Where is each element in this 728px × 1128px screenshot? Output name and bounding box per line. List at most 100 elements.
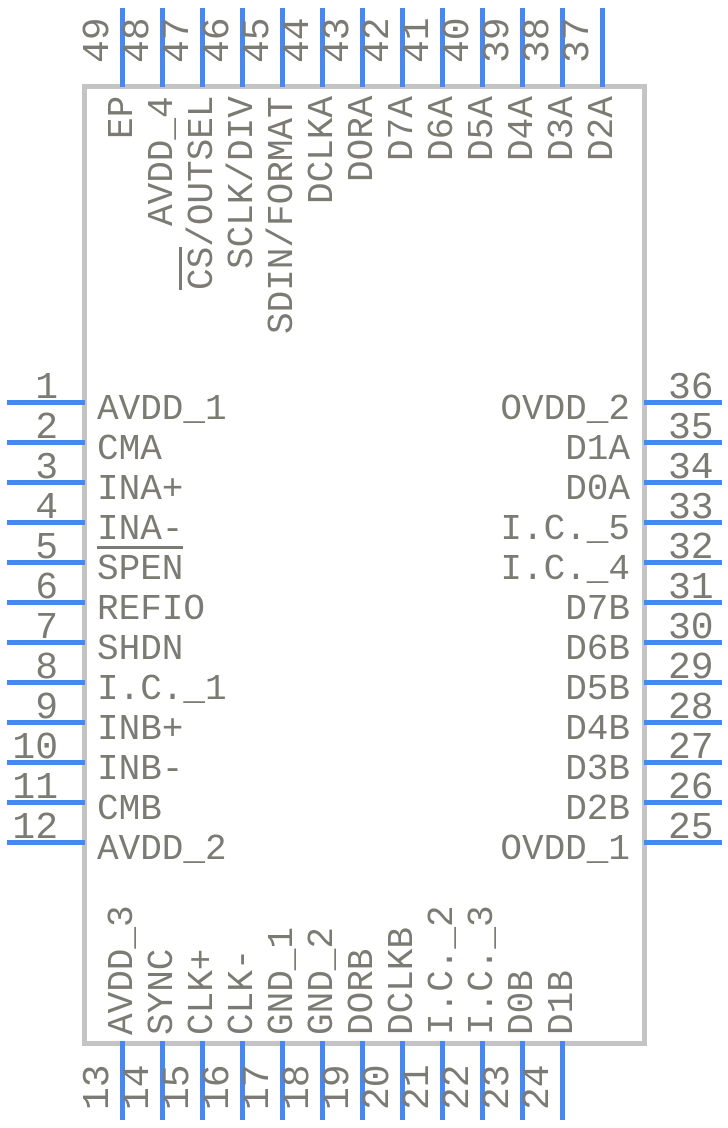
pin-28-label: D4B xyxy=(565,709,630,750)
ic-body-outline xyxy=(82,84,647,1046)
pin-12-label: AVDD_2 xyxy=(97,829,227,870)
pin-43-label: DORA xyxy=(342,96,383,183)
pin-18-label: GND_2 xyxy=(302,926,343,1035)
pin-48-stub xyxy=(160,8,165,87)
pin-29-label: D5B xyxy=(565,669,630,710)
pin-10-stub xyxy=(7,760,85,765)
pin-17-number: 17 xyxy=(237,1064,280,1110)
pin-43-number: 43 xyxy=(317,17,360,63)
pin-5-number: 5 xyxy=(35,527,58,570)
pin-13-stub xyxy=(120,1041,125,1120)
pin-34-label: D0A xyxy=(565,469,630,510)
pin-45-number: 45 xyxy=(237,17,280,63)
pin-32-label: I.C._4 xyxy=(500,549,630,590)
pin-33-label: I.C._5 xyxy=(500,509,630,550)
pin-27-number: 27 xyxy=(668,727,714,770)
pin-11-stub xyxy=(7,800,85,805)
pin-49-stub xyxy=(120,8,125,87)
pin-30-stub xyxy=(644,640,722,645)
pin-33-number: 33 xyxy=(668,487,714,530)
pin-24-stub xyxy=(560,1041,565,1120)
pin-23-number: 23 xyxy=(477,1064,520,1110)
pin-38-number: 38 xyxy=(517,17,560,63)
pin-29-number: 29 xyxy=(668,647,714,690)
pin-11-label: CMB xyxy=(97,789,162,830)
pin-23-label: D0B xyxy=(502,970,543,1035)
pin-14-number: 14 xyxy=(117,1064,160,1110)
pin-39-label: D4A xyxy=(502,96,543,161)
pin-2-stub xyxy=(7,440,85,445)
pin-4-label: INA- xyxy=(97,509,184,550)
pin-46-label: SCLK/DIV xyxy=(222,96,263,269)
pin-44-number: 44 xyxy=(277,17,320,63)
pin-40-number: 40 xyxy=(437,17,480,63)
pin-31-number: 31 xyxy=(668,567,714,610)
pin-8-stub xyxy=(7,680,85,685)
pin-1-label: AVDD_1 xyxy=(97,389,227,430)
pin-3-label: INA+ xyxy=(97,469,184,510)
pin-45-label: SDIN/FORMAT xyxy=(262,96,303,334)
pin-17-label: GND_1 xyxy=(262,926,303,1035)
pin-35-number: 35 xyxy=(668,407,714,450)
pin-19-stub xyxy=(360,1041,365,1120)
pin-8-number: 8 xyxy=(35,647,58,690)
pin-47-label: CS/OUTSEL xyxy=(179,96,223,368)
pin-49-number: 49 xyxy=(77,17,120,63)
pin-12-stub xyxy=(7,840,85,845)
pin-36-number: 36 xyxy=(668,367,714,410)
pin-28-stub xyxy=(644,720,722,725)
pin-36-label: OVDD_2 xyxy=(500,389,630,430)
pin-46-number: 46 xyxy=(197,17,240,63)
pin-13-number: 13 xyxy=(77,1064,120,1110)
pin-6-label: REFIO xyxy=(97,589,206,630)
pin-7-number: 7 xyxy=(35,607,58,650)
pin-42-label: D7A xyxy=(382,96,423,161)
pin-17-stub xyxy=(280,1041,285,1120)
pin-14-label: SYNC xyxy=(142,948,183,1035)
pin-15-number: 15 xyxy=(157,1064,200,1110)
pin-31-stub xyxy=(644,600,722,605)
pin-14-stub xyxy=(160,1041,165,1120)
pin-38-stub xyxy=(560,8,565,87)
pin-9-number: 9 xyxy=(35,687,58,730)
pin-21-stub xyxy=(440,1041,445,1120)
pin-8-label: I.C._1 xyxy=(97,669,227,710)
pin-18-number: 18 xyxy=(277,1064,320,1110)
pin-15-label: CLK+ xyxy=(182,948,223,1035)
pin-18-stub xyxy=(320,1041,325,1120)
pin-22-stub xyxy=(480,1041,485,1120)
pin-6-stub xyxy=(7,600,85,605)
pin-27-label: D3B xyxy=(565,749,630,790)
pin-10-label: INB- xyxy=(97,749,184,790)
pin-41-stub xyxy=(440,8,445,87)
pin-24-number: 24 xyxy=(517,1064,560,1110)
pin-4-stub xyxy=(7,520,85,525)
pin-10-number: 10 xyxy=(12,727,58,770)
pin-32-stub xyxy=(644,560,722,565)
pin-5-label: SPEN xyxy=(97,546,184,591)
pin-38-label: D3A xyxy=(542,96,583,161)
pin-48-label: AVDD_4 xyxy=(142,96,183,226)
pin-9-stub xyxy=(7,720,85,725)
pin-30-label: D6B xyxy=(565,629,630,670)
pin-39-number: 39 xyxy=(477,17,520,63)
pin-6-number: 6 xyxy=(35,567,58,610)
pin-23-stub xyxy=(520,1041,525,1120)
pin-27-stub xyxy=(644,760,722,765)
pin-16-stub xyxy=(240,1041,245,1120)
pin-20-label: DCLKB xyxy=(382,926,423,1035)
pin-16-label: CLK- xyxy=(222,948,263,1035)
pin-37-stub xyxy=(600,8,605,87)
pin-49-label: EP xyxy=(102,96,143,140)
pin-44-stub xyxy=(320,8,325,87)
pin-7-label: SHDN xyxy=(97,629,184,670)
pin-11-number: 11 xyxy=(12,767,58,810)
pin-35-label: D1A xyxy=(565,429,630,470)
pin-37-label: D2A xyxy=(582,96,623,161)
pin-30-number: 30 xyxy=(668,607,714,650)
pin-22-label: I.C._3 xyxy=(462,905,503,1035)
pin-33-stub xyxy=(644,520,722,525)
pin-12-number: 12 xyxy=(12,807,58,850)
pin-31-label: D7B xyxy=(565,589,630,630)
